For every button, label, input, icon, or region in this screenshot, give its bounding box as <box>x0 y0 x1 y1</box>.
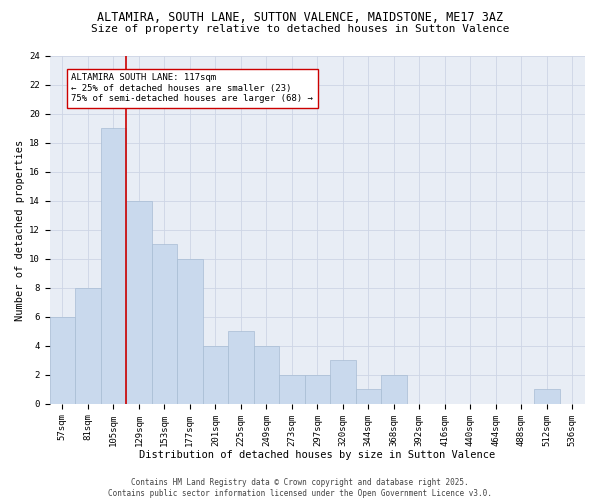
Bar <box>356 390 381 404</box>
Bar <box>75 288 101 404</box>
Bar <box>203 346 228 404</box>
Bar <box>279 375 305 404</box>
Bar <box>381 375 407 404</box>
Bar <box>254 346 279 404</box>
Bar <box>330 360 356 404</box>
Text: ALTAMIRA, SOUTH LANE, SUTTON VALENCE, MAIDSTONE, ME17 3AZ: ALTAMIRA, SOUTH LANE, SUTTON VALENCE, MA… <box>97 11 503 24</box>
Bar <box>177 259 203 404</box>
Bar <box>228 332 254 404</box>
Bar <box>126 201 152 404</box>
Bar <box>534 390 560 404</box>
Text: Size of property relative to detached houses in Sutton Valence: Size of property relative to detached ho… <box>91 24 509 34</box>
Text: Contains HM Land Registry data © Crown copyright and database right 2025.
Contai: Contains HM Land Registry data © Crown c… <box>108 478 492 498</box>
Bar <box>305 375 330 404</box>
Text: ALTAMIRA SOUTH LANE: 117sqm
← 25% of detached houses are smaller (23)
75% of sem: ALTAMIRA SOUTH LANE: 117sqm ← 25% of det… <box>71 74 313 103</box>
Bar <box>101 128 126 404</box>
Y-axis label: Number of detached properties: Number of detached properties <box>15 140 25 320</box>
Bar <box>152 244 177 404</box>
Bar <box>50 317 75 404</box>
X-axis label: Distribution of detached houses by size in Sutton Valence: Distribution of detached houses by size … <box>139 450 496 460</box>
